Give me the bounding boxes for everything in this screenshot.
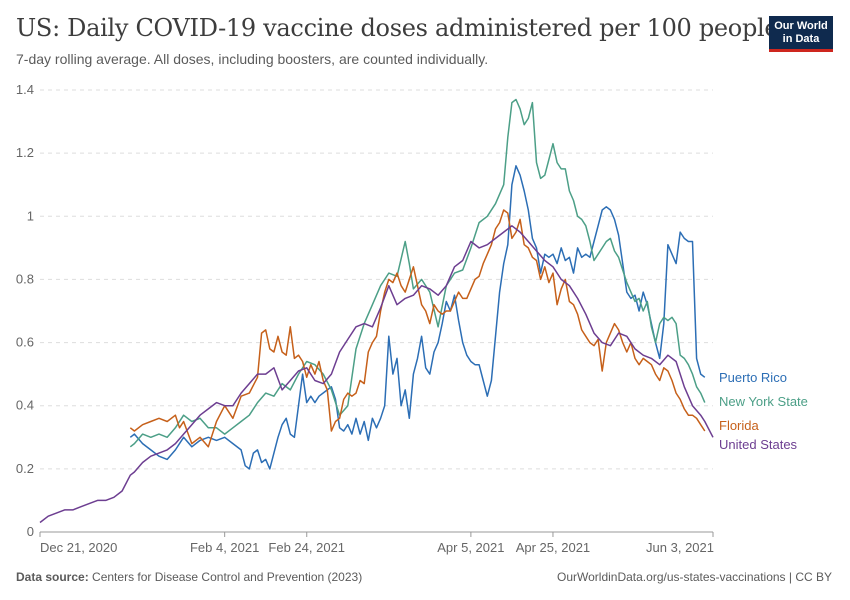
series-line-new-york-state: [129, 98, 706, 448]
y-tick-label: 0.4: [16, 398, 34, 413]
owid-logo[interactable]: Our World in Data: [769, 16, 833, 52]
line-chart: 0 0.2 0.4 0.6 0.8 1 1.2 1.4 Dec 21, 2020 Feb 4, …: [16, 82, 808, 555]
x-axis-ticks: Dec 21, 2020 Feb 4, 2021 Feb 24, 2021 Apr 5…: [39, 532, 714, 555]
x-tick-label: Feb 24, 2021: [268, 540, 345, 555]
logo-line-1: Our World: [774, 20, 828, 32]
x-tick-label: Feb 4, 2021: [190, 540, 259, 555]
y-tick-label: 0.6: [16, 335, 34, 350]
legend-label-united-states: United States: [719, 437, 798, 452]
legend-label-new-york-state: New York State: [719, 394, 808, 409]
y-tick-label: 1.2: [16, 145, 34, 160]
y-axis-ticks: 0 0.2 0.4 0.6 0.8 1 1.2 1.4: [16, 82, 34, 539]
legend: Puerto Rico New York State Florida United S…: [719, 370, 808, 452]
y-tick-label: 0.8: [16, 271, 34, 286]
series-line-florida: [129, 209, 706, 448]
chart-subtitle: 7-day rolling average. All doses, includ…: [16, 51, 489, 67]
source-text[interactable]: Centers for Disease Control and Preventi…: [92, 570, 363, 584]
series-lines: [39, 98, 714, 524]
y-tick-label: 0.2: [16, 461, 34, 476]
footer-url[interactable]: OurWorldinData.org/us-states-vaccination…: [557, 570, 832, 584]
legend-label-florida: Florida: [719, 418, 760, 433]
logo-line-2: in Data: [782, 33, 820, 45]
x-tick-label: Jun 3, 2021: [646, 540, 714, 555]
series-line-united-states: [39, 225, 714, 524]
data-source: Data source: Centers for Disease Control…: [16, 570, 362, 584]
grid-lines: [40, 89, 713, 533]
y-tick-label: 1: [27, 208, 34, 223]
source-label: Data source:: [16, 570, 89, 584]
y-tick-label: 1.4: [16, 82, 34, 97]
chart-title: US: Daily COVID-19 vaccine doses adminis…: [16, 14, 779, 42]
x-tick-label: Dec 21, 2020: [40, 540, 117, 555]
y-tick-label: 0: [27, 524, 34, 539]
legend-label-puerto-rico: Puerto Rico: [719, 370, 787, 385]
x-tick-label: Apr 5, 2021: [437, 540, 504, 555]
x-tick-label: Apr 25, 2021: [516, 540, 590, 555]
